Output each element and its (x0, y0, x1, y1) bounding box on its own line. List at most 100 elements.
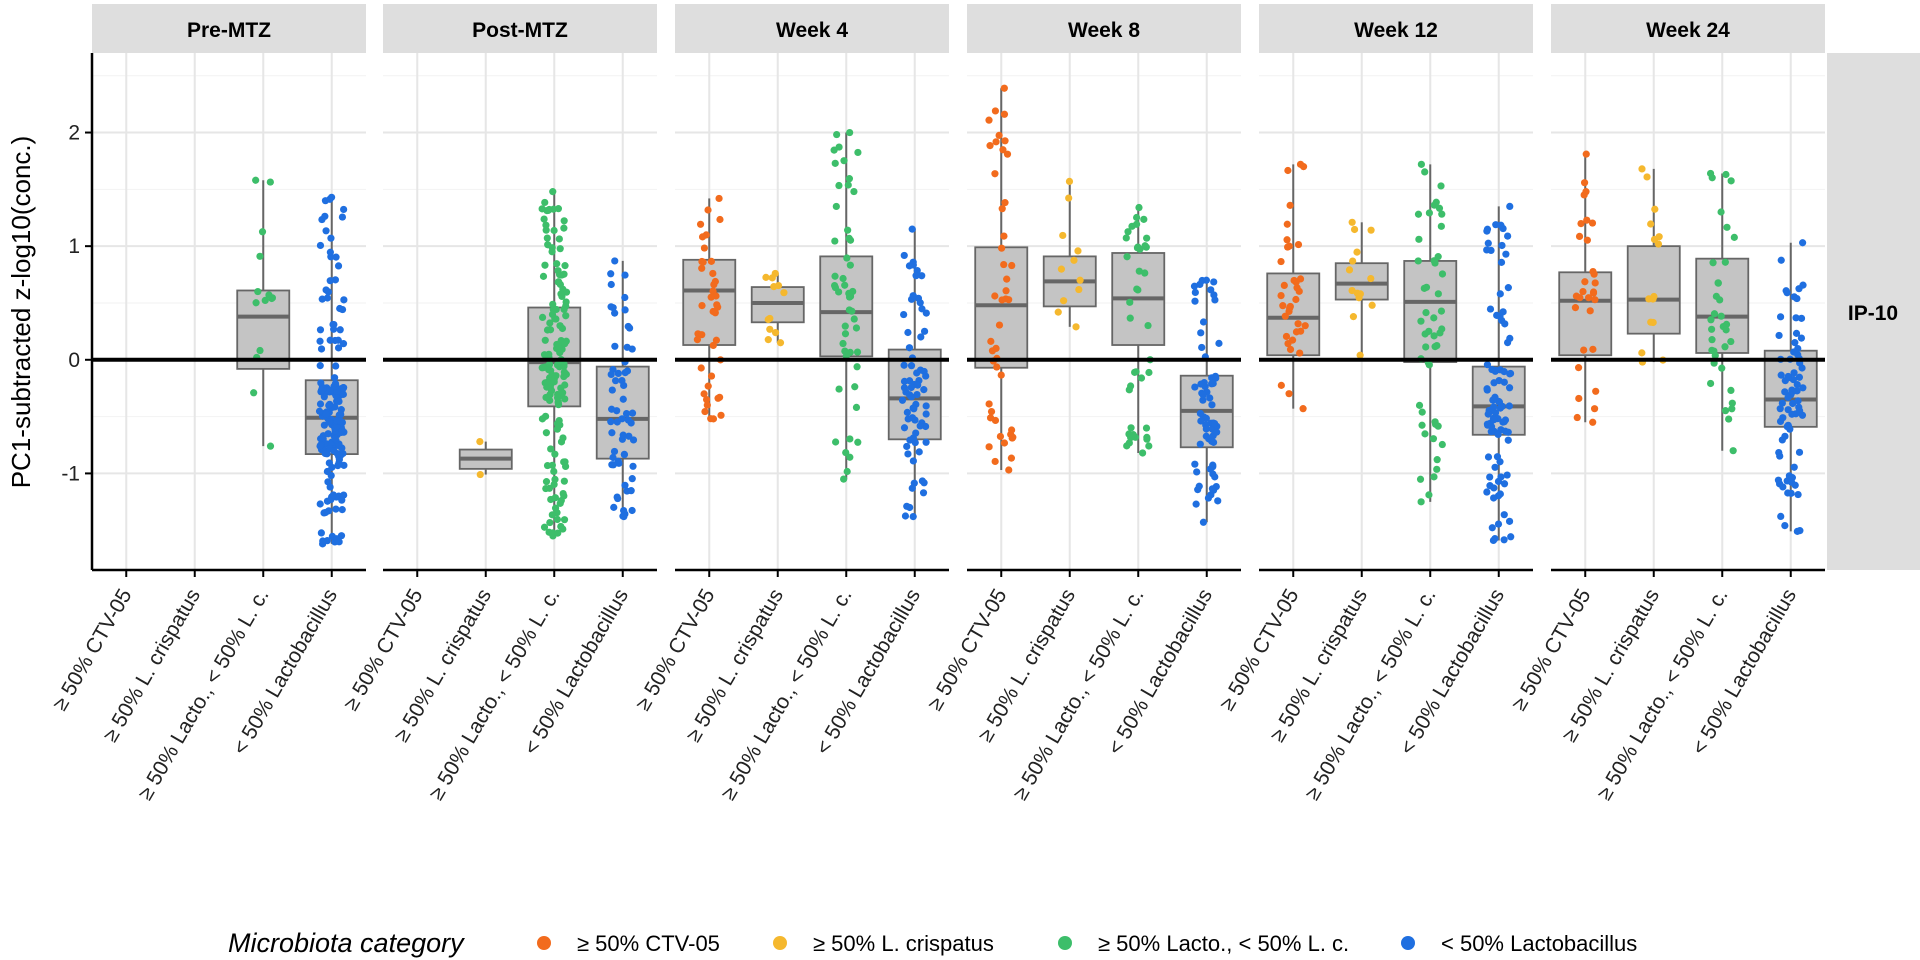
data-point (1122, 234, 1130, 242)
data-point (912, 272, 920, 280)
data-point (922, 402, 930, 410)
data-point (1591, 296, 1599, 304)
data-point (555, 235, 563, 243)
data-point (1484, 410, 1492, 418)
data-point (1127, 424, 1135, 432)
data-point (538, 313, 547, 322)
data-point (1580, 191, 1588, 199)
data-point (1430, 332, 1438, 340)
data-point (1208, 401, 1216, 409)
data-point (551, 450, 559, 458)
data-point (1007, 454, 1016, 462)
data-point (1789, 376, 1798, 384)
data-point (766, 314, 774, 323)
data-point (1345, 266, 1354, 274)
data-point (907, 362, 916, 370)
data-point (1497, 473, 1505, 481)
data-point (1294, 320, 1302, 328)
data-point (1790, 369, 1798, 377)
data-point (920, 327, 929, 335)
data-point (476, 438, 484, 446)
data-point (316, 337, 324, 345)
data-point (337, 410, 345, 418)
data-point (1789, 399, 1797, 408)
data-point (319, 537, 327, 545)
data-point (1710, 310, 1719, 318)
data-point (1288, 336, 1297, 344)
data-point (258, 228, 267, 236)
data-point (715, 194, 723, 203)
data-point (543, 326, 552, 334)
jitter-points (1277, 160, 1309, 413)
data-point (1590, 405, 1599, 413)
data-point (1429, 435, 1438, 443)
data-point (552, 305, 560, 314)
data-point (1422, 343, 1430, 351)
data-point (1283, 220, 1291, 228)
data-point (1709, 259, 1717, 267)
data-point (560, 458, 568, 466)
data-point (1199, 391, 1207, 399)
data-point (1348, 218, 1356, 226)
data-point (1722, 320, 1731, 328)
data-point (316, 500, 324, 508)
data-point (338, 496, 346, 504)
data-point (316, 241, 325, 250)
data-point (1425, 361, 1433, 369)
data-point (266, 442, 275, 450)
data-point (340, 296, 348, 304)
data-point (766, 325, 774, 333)
data-point (1792, 314, 1800, 322)
data-point (1501, 320, 1509, 328)
data-point (704, 382, 712, 390)
data-point (1367, 274, 1375, 283)
box-2 (458, 438, 513, 479)
data-point (1125, 386, 1133, 394)
data-point (831, 237, 839, 245)
data-point (1211, 473, 1219, 481)
data-point (1710, 347, 1718, 355)
data-point (1504, 284, 1512, 292)
data-point (542, 478, 551, 486)
data-point (1417, 498, 1425, 506)
data-point (850, 315, 858, 323)
data-point (1502, 250, 1510, 258)
data-point (556, 245, 564, 253)
data-point (540, 523, 549, 531)
data-point (326, 277, 334, 285)
data-point (1280, 281, 1288, 290)
data-point (1418, 421, 1426, 429)
data-point (539, 272, 548, 280)
data-point (1197, 380, 1205, 388)
data-point (1488, 524, 1496, 532)
data-point (846, 261, 854, 269)
legend-entry-1: ≥ 50% CTV-05 (537, 931, 720, 956)
data-point (549, 300, 557, 308)
data-point (1585, 294, 1593, 302)
data-point (322, 286, 330, 294)
data-point (1425, 209, 1433, 217)
data-point (898, 396, 907, 404)
data-point (698, 301, 706, 310)
data-point (998, 205, 1006, 213)
data-point (1211, 419, 1219, 428)
data-point (830, 281, 839, 290)
data-point (922, 438, 930, 446)
data-point (1489, 396, 1497, 404)
data-point (852, 403, 861, 411)
data-point (707, 372, 716, 380)
data-point (560, 372, 568, 381)
data-point (1003, 275, 1011, 283)
data-point (1794, 397, 1802, 405)
data-point (1647, 220, 1655, 228)
data-point (844, 226, 852, 234)
data-point (560, 477, 568, 485)
data-point (918, 305, 926, 313)
data-point (851, 383, 859, 391)
data-point (920, 386, 928, 394)
data-point (908, 484, 916, 492)
data-point (326, 336, 334, 344)
data-point (340, 384, 348, 392)
data-point (1353, 248, 1361, 256)
box-2 (1042, 177, 1097, 331)
